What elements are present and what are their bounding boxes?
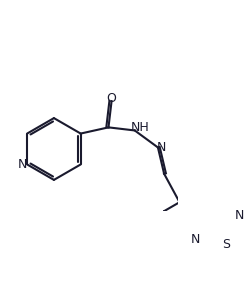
Text: N: N: [234, 209, 244, 222]
Text: NH: NH: [131, 122, 149, 134]
Text: N: N: [18, 158, 27, 171]
Text: N: N: [190, 233, 199, 246]
Text: S: S: [222, 238, 230, 251]
Text: N: N: [156, 141, 166, 154]
Text: O: O: [106, 91, 116, 105]
